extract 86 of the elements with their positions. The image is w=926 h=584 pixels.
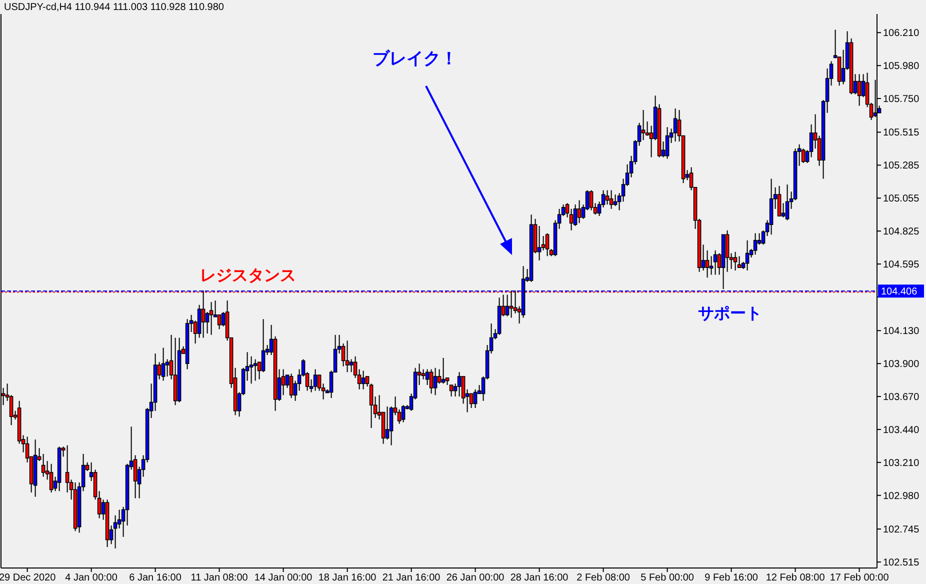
candlestick [33,438,38,498]
y-tick-label: 105.980 [883,61,920,72]
text: 104.406 [881,286,918,298]
candlestick [473,388,478,408]
candlestick [105,499,110,548]
candlestick [745,240,750,271]
candlestick [385,406,390,440]
candlestick [349,358,354,373]
candlestick [613,194,618,206]
candlestick [73,482,78,532]
x-tick-label: 26 Jan 00:00 [446,572,505,584]
candlestick [737,256,742,268]
y-tick-label: 105.750 [883,94,920,106]
y-tick-label: 102.515 [883,557,920,568]
candlestick [457,372,462,398]
candlestick [777,185,782,216]
chart-title: USDJPY-cd,H4 110.944 111.003 110.928 110.980 [4,2,224,13]
candlestick [205,311,210,334]
x-tick-label: 12 Feb 08:00 [766,572,826,584]
x-tick-label: 17 Feb 00:00 [830,572,890,584]
x-tick-label: 9 Feb 16:00 [704,572,758,584]
candlestick [725,230,730,272]
candlestick [505,294,510,317]
candlestick [185,318,190,370]
candlestick [253,358,258,382]
x-tick-label: 21 Jan 16:00 [382,572,441,584]
annotation: ブレイク！ [372,48,458,69]
candlestick [785,184,790,221]
y-tick-label: 105.515 [883,128,920,139]
candlestick [857,74,862,106]
candlestick [441,357,446,384]
candlestick [609,190,614,210]
y-tick-label: 105.055 [883,194,920,205]
candlestick [673,108,678,142]
candlestick [313,368,318,392]
candlestick [41,453,46,478]
candlestick [161,347,166,382]
candlestick [705,250,710,278]
y-tick-label: 106.210 [883,28,920,40]
candlestick [733,251,738,271]
candlestick [433,367,438,396]
candlestick [537,226,542,261]
y-tick-label: 105.285 [883,160,920,172]
candlestick [17,400,22,444]
candlestick [113,514,118,549]
y-tick-label: 102.980 [883,490,920,502]
candlestick [469,393,474,408]
y-tick-label: 104.825 [883,226,920,238]
x-tick-label: 11 Jan 08:00 [190,572,248,584]
x-tick-label: 5 Feb 00:00 [640,572,694,584]
y-tick-label: 104.595 [883,259,920,270]
candlestick [49,463,54,494]
candlestick [605,190,610,206]
x-tick-label: 2 Feb 08:00 [576,572,630,584]
candlestick [369,383,374,429]
candlestick [753,232,758,256]
candlestick [665,126,670,160]
candlestick [389,406,394,446]
candlestick [641,109,646,141]
ref-line-label: サポート [698,304,762,323]
y-tick-label: 103.670 [883,392,920,404]
candlestick [345,340,350,373]
candlestick [57,446,62,492]
x-tick-label: 6 Jan 16:00 [129,572,182,584]
y-tick-label: 103.440 [883,424,920,436]
x-tick-label: 18 Jan 16:00 [318,572,377,584]
candlestick [361,370,366,390]
ref-line-label: レジスタンス [200,266,296,285]
x-tick-label: 14 Jan 00:00 [254,572,313,584]
candlestick [529,214,534,282]
x-tick-label: 4 Jan 00:00 [65,572,118,584]
candlestick [261,318,266,373]
candlestick [177,337,182,403]
candlestick [449,384,454,398]
y-tick-label: 104.130 [883,326,920,338]
candlestick [577,200,582,224]
y-tick-label: 103.210 [883,458,920,469]
candlestick [173,337,178,406]
x-tick-label: 28 Jan 16:00 [510,572,569,584]
candlestick [769,178,774,236]
candlestick [497,297,502,336]
y-tick-label: 102.745 [883,524,920,536]
y-tick-label: 103.900 [883,359,920,370]
candlestick [65,444,70,494]
candlestick [209,301,214,336]
candlestick [249,356,254,384]
